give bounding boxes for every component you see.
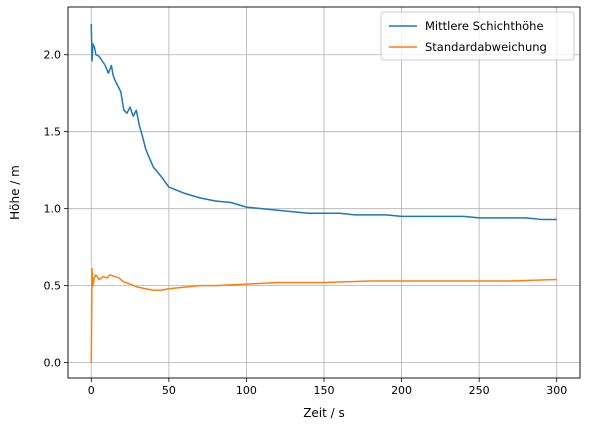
x-axis-label: Zeit / s <box>303 406 345 420</box>
ticks: 0 50 100 150 200 250 300 0.0 0.5 1.0 1.5 2.0 <box>44 49 568 397</box>
x-tick-label: 300 <box>546 384 567 397</box>
x-tick-label: 250 <box>469 384 490 397</box>
legend-box <box>380 11 575 61</box>
series-line-standardabweichung <box>90 267 557 363</box>
y-tick-label: 1.5 <box>44 126 62 139</box>
y-tick-label: 1.0 <box>44 203 62 216</box>
y-tick-label: 2.0 <box>44 49 62 62</box>
x-tick-label: 200 <box>391 384 412 397</box>
legend: Mittlere Schichthöhe Standardabweichung <box>380 11 575 61</box>
legend-label: Standardabweichung <box>425 40 547 54</box>
series-line-mittlere-schichthoehe <box>90 23 557 221</box>
x-tick-label: 0 <box>88 384 95 397</box>
x-tick-label: 100 <box>236 384 257 397</box>
grid-lines <box>68 7 580 378</box>
y-tick-label: 0.5 <box>44 280 62 293</box>
series-lines <box>90 23 557 363</box>
legend-label: Mittlere Schichthöhe <box>425 19 544 33</box>
x-tick-label: 150 <box>314 384 335 397</box>
x-tick-label: 50 <box>162 384 176 397</box>
y-axis-label: Höhe / m <box>8 165 22 220</box>
y-tick-label: 0.0 <box>44 357 62 370</box>
